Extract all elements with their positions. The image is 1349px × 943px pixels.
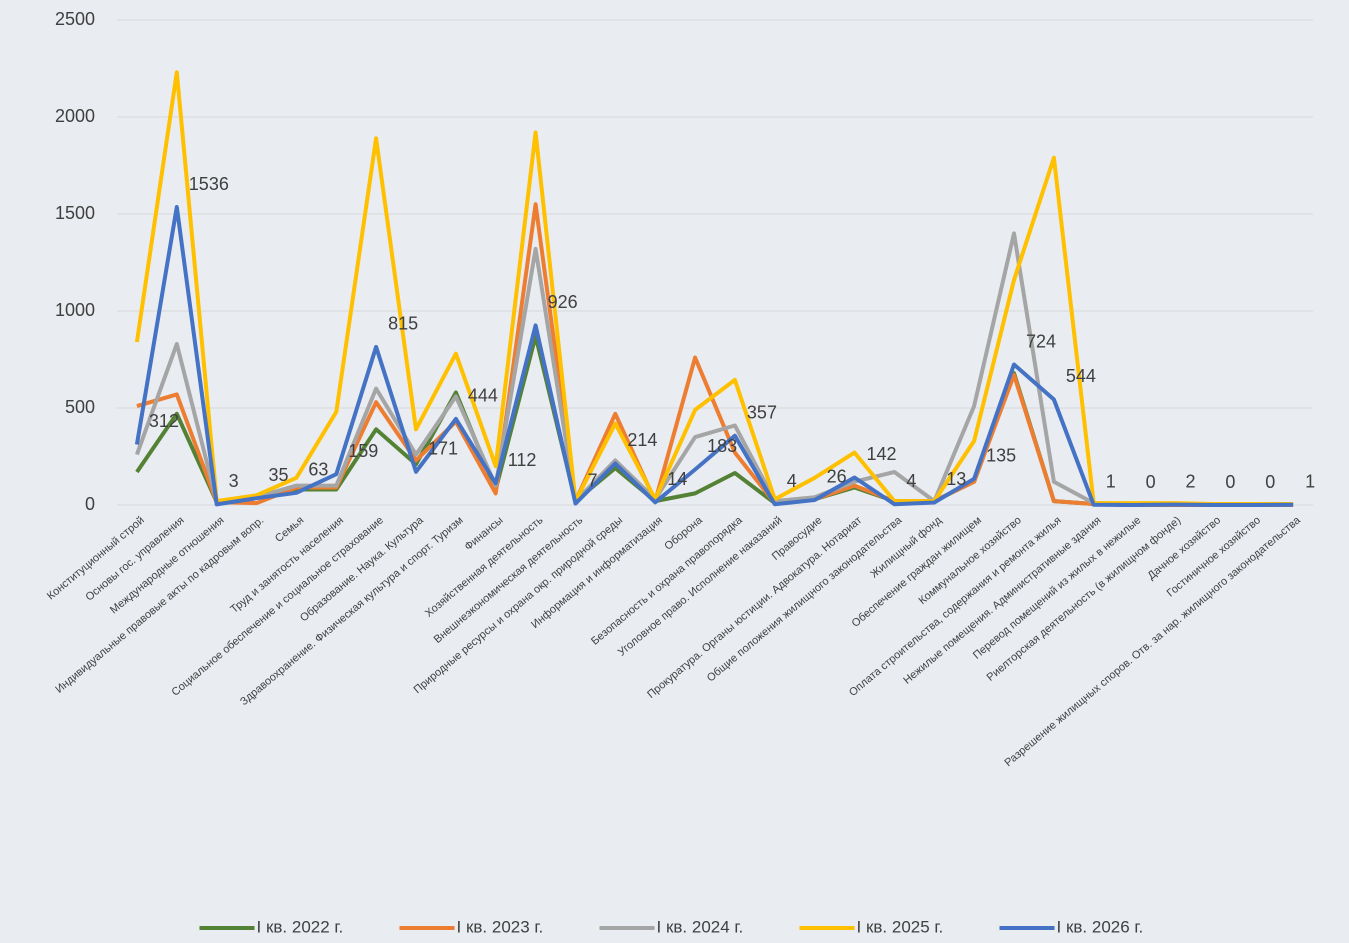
data-label: 1 xyxy=(1305,472,1315,492)
data-label: 26 xyxy=(827,467,847,487)
data-label: 1536 xyxy=(189,174,229,194)
data-label: 7 xyxy=(587,470,597,490)
data-label: 214 xyxy=(627,430,657,450)
data-label: 2 xyxy=(1185,471,1195,491)
legend-label: I кв. 2022 г. xyxy=(257,917,344,936)
y-tick-label: 1000 xyxy=(55,300,95,320)
y-tick-label: 2000 xyxy=(55,106,95,126)
x-tick-label: Жилищный фонд xyxy=(868,514,944,581)
data-label: 112 xyxy=(508,450,537,470)
data-label: 926 xyxy=(548,292,578,312)
x-tick-label: Разрешение жилищных споров. Отв. за нар.… xyxy=(1002,514,1303,769)
series-line xyxy=(134,205,1294,507)
data-label: 544 xyxy=(1066,366,1096,386)
data-label: 724 xyxy=(1026,331,1056,351)
data-label: 63 xyxy=(308,460,328,480)
series-line xyxy=(135,334,1294,507)
data-label: 0 xyxy=(1146,472,1156,492)
data-label: 4 xyxy=(787,471,797,491)
data-label: 135 xyxy=(986,446,1016,466)
legend-label: I кв. 2025 г. xyxy=(857,917,944,936)
data-label: 0 xyxy=(1225,472,1235,492)
data-label: 183 xyxy=(707,436,737,456)
y-tick-label: 0 xyxy=(85,494,95,514)
data-label: 35 xyxy=(269,465,289,485)
data-label: 3 xyxy=(229,471,239,491)
data-label: 4 xyxy=(906,471,916,491)
x-tick-label: Внешнеэкономическая деятельность xyxy=(432,514,586,646)
data-label: 14 xyxy=(667,469,687,489)
x-tick-label: Дачное хозяйство xyxy=(1145,514,1223,582)
legend-label: I кв. 2026 г. xyxy=(1057,917,1144,936)
y-tick-label: 2500 xyxy=(55,9,95,29)
data-label: 357 xyxy=(747,402,777,422)
data-label: 312 xyxy=(149,411,179,431)
data-label: 159 xyxy=(348,441,378,461)
data-label: 444 xyxy=(468,386,498,406)
x-tick-label: Семья xyxy=(273,514,306,545)
data-label: 13 xyxy=(946,469,966,489)
data-label: 0 xyxy=(1265,472,1275,492)
legend-label: I кв. 2024 г. xyxy=(657,917,744,936)
y-tick-label: 500 xyxy=(65,397,95,417)
data-label: 171 xyxy=(428,439,458,459)
data-label: 142 xyxy=(867,444,897,464)
legend-label: I кв. 2023 г. xyxy=(457,917,544,936)
y-tick-label: 1500 xyxy=(55,203,95,223)
data-label: 815 xyxy=(388,314,418,334)
data-label: 1 xyxy=(1106,472,1116,492)
